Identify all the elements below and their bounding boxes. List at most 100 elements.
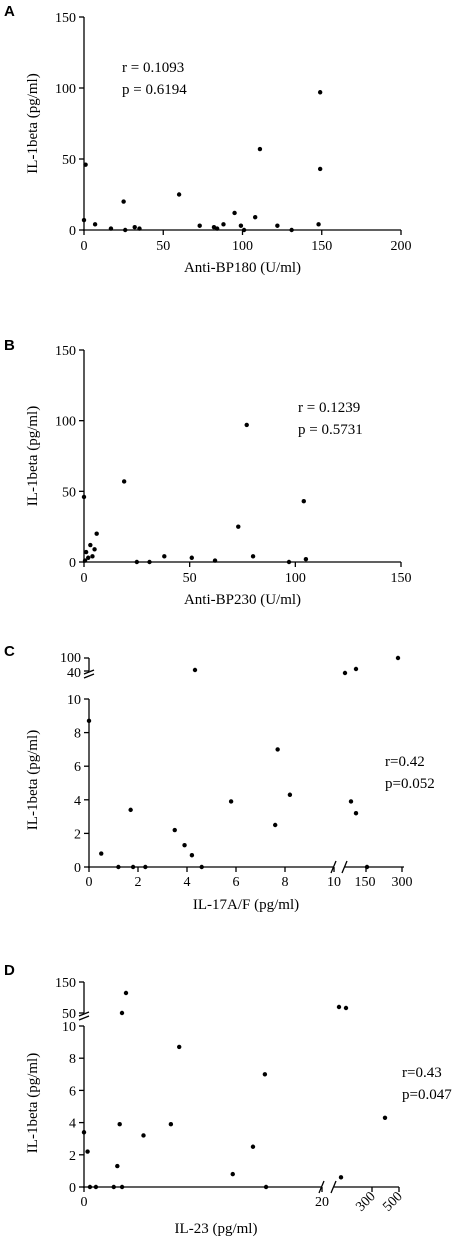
panel-B: B 0 50 100 150 0 50 100 150 Anti-BP230 (U/ml) IL-1… — [4, 337, 412, 608]
data-point — [123, 227, 128, 233]
y-tick-label: 0 — [69, 224, 76, 239]
data-point — [182, 842, 187, 848]
panel-letter: B — [4, 337, 15, 354]
data-point — [177, 1044, 182, 1050]
axis-break-mark — [78, 1015, 90, 1021]
data-point — [82, 558, 88, 563]
stat-annotation: p = 0.5731 — [298, 422, 363, 438]
data-point — [353, 811, 359, 816]
y-axis-label: IL-1beta (pg/ml) — [25, 730, 41, 830]
x-tick-label: 6 — [233, 875, 240, 890]
data-point — [221, 222, 226, 227]
data-point — [214, 226, 220, 231]
data-point — [134, 559, 140, 565]
x-tick-label: 4 — [184, 875, 191, 890]
data-point — [338, 1175, 344, 1180]
data-point — [252, 215, 258, 220]
x-tick-label: 0 — [81, 1195, 88, 1210]
y-tick-label: 150 — [55, 11, 76, 26]
axis-break-mark — [83, 669, 95, 675]
data-point — [123, 990, 129, 996]
x-tick-label: 300 — [353, 1189, 378, 1214]
data-point — [303, 556, 309, 562]
data-point — [168, 1122, 174, 1127]
data-point — [143, 864, 148, 870]
x-tick-label: 0 — [81, 239, 88, 254]
data-point — [172, 827, 177, 833]
data-point — [275, 747, 280, 752]
y-tick-label: 0 — [69, 1181, 76, 1196]
data-point — [111, 1184, 116, 1190]
y-tick-label: 100 — [55, 415, 76, 430]
y-tick-label: 10 — [62, 1020, 76, 1035]
y-tick-label: 150 — [55, 976, 76, 991]
data-point — [236, 524, 241, 529]
data-point — [343, 1005, 349, 1011]
y-tick-label: 4 — [74, 794, 81, 809]
data-point — [132, 224, 137, 230]
data-point — [262, 1072, 268, 1077]
data-point — [197, 223, 202, 228]
y-tick-label: 50 — [62, 153, 76, 168]
data-point — [250, 554, 256, 559]
data-point — [86, 718, 92, 724]
y-tick-label: 2 — [74, 827, 81, 842]
stat-annotation: p = 0.6194 — [122, 82, 187, 98]
x-tick-label: 150 — [355, 875, 376, 890]
data-point — [275, 223, 280, 228]
y-tick-label: 6 — [69, 1084, 76, 1099]
x-tick-label: 50 — [183, 571, 197, 586]
data-point — [336, 1004, 342, 1010]
data-point — [289, 227, 294, 233]
data-point — [257, 146, 263, 152]
data-point — [93, 1184, 99, 1190]
x-axis-label: IL-23 (pg/ml) — [175, 1221, 258, 1237]
data-point — [348, 799, 354, 804]
x-tick-label: 8 — [282, 875, 289, 890]
data-point — [192, 667, 198, 673]
y-tick-label: 50 — [62, 1007, 76, 1022]
data-point — [147, 559, 152, 565]
data-point — [88, 542, 93, 548]
data-point — [121, 479, 127, 484]
axis-break-mark — [341, 860, 348, 874]
x-tick-label: 2 — [135, 875, 142, 890]
x-tick-label: 100 — [232, 239, 253, 254]
x-tick-label: 150 — [311, 239, 332, 254]
y-axis-label: IL-1beta (pg/ml) — [25, 406, 41, 506]
data-point — [87, 1184, 93, 1190]
data-point — [115, 1163, 120, 1169]
panel-A: A 0 50 100 150 0 50 100 150 200 Anti-BP180 (U/ml) I… — [4, 3, 412, 276]
data-point — [238, 223, 244, 228]
data-point — [90, 554, 95, 559]
data-point — [189, 853, 195, 858]
data-point — [230, 1171, 235, 1177]
data-point — [81, 1130, 87, 1135]
y-tick-label: 10 — [67, 693, 81, 708]
data-point — [364, 864, 370, 870]
stat-annotation: r=0.43 — [402, 1065, 442, 1081]
data-point — [81, 217, 87, 223]
y-tick-label: 0 — [69, 556, 76, 571]
axis-break-mark — [330, 1180, 337, 1194]
y-tick-label: 0 — [74, 861, 81, 876]
panel-letter: C — [4, 643, 15, 660]
x-tick-label: 300 — [392, 875, 413, 890]
data-point — [273, 822, 278, 828]
data-point — [119, 1184, 125, 1190]
data-point — [116, 864, 121, 870]
data-point — [317, 166, 323, 172]
data-point — [250, 1144, 256, 1149]
data-point — [189, 555, 194, 560]
data-point — [99, 851, 104, 856]
data-point — [395, 655, 401, 661]
panel-letter: D — [4, 962, 15, 979]
data-point — [176, 192, 182, 197]
x-axis-label: Anti-BP180 (U/ml) — [184, 260, 301, 276]
x-tick-label: 10 — [327, 875, 341, 890]
y-tick-label: 150 — [55, 344, 76, 359]
stat-annotation: r = 0.1093 — [122, 60, 184, 76]
data-point — [92, 547, 97, 552]
data-point — [92, 222, 98, 227]
